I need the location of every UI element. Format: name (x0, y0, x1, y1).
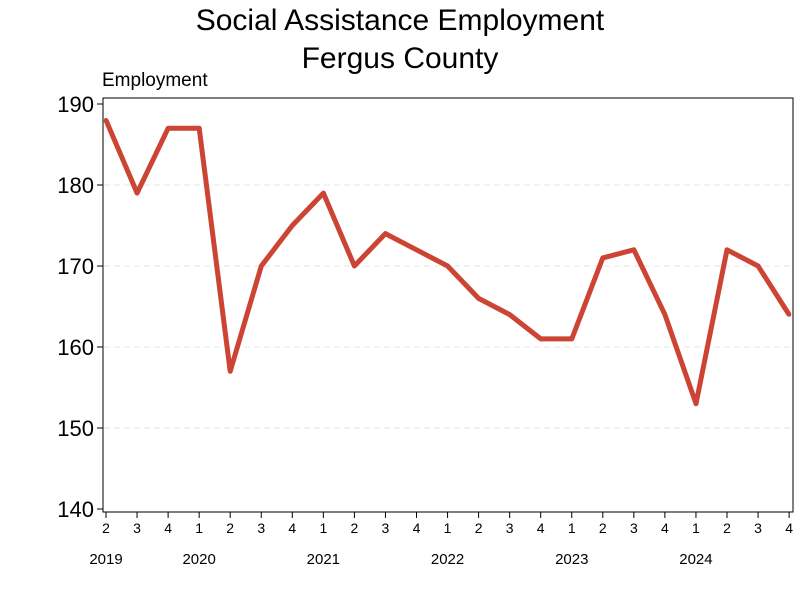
x-tick-label: 4 (164, 520, 172, 536)
x-tick-label: 3 (133, 520, 141, 536)
x-tick-label: 2 (599, 520, 607, 536)
chart-title: Social Assistance Employment (196, 4, 605, 37)
x-tick-label: 1 (692, 520, 700, 536)
data-point (196, 126, 202, 131)
data-point (724, 247, 730, 252)
x-tick-label: 4 (288, 520, 296, 536)
data-point (290, 223, 295, 228)
y-tick-label: 160 (57, 335, 94, 360)
data-point (631, 247, 637, 252)
x-tick-label: 3 (257, 520, 265, 536)
plot-frame (102, 97, 794, 513)
data-point (103, 118, 109, 123)
data-point (569, 336, 574, 342)
x-tick-label: 3 (630, 520, 638, 536)
data-point (383, 231, 388, 236)
data-point (693, 401, 699, 406)
x-tick-label: 4 (785, 520, 793, 536)
data-point (134, 190, 140, 196)
x-year-label: 2021 (307, 551, 340, 568)
y-tick-label: 140 (57, 497, 94, 522)
y-tick-label: 170 (57, 254, 94, 279)
x-tick-label: 4 (413, 520, 421, 536)
series (103, 118, 792, 407)
data-point (755, 263, 761, 269)
y-axis-label: Employment (102, 70, 208, 91)
data-point (600, 255, 605, 261)
data-point (786, 312, 792, 317)
x-year-label: 2024 (679, 551, 712, 568)
y-axis: 140 150 160 170 180 190 (57, 92, 103, 522)
series-line (103, 119, 792, 407)
chart-subtitle: Fergus County (302, 42, 499, 75)
x-year-label: 2022 (431, 551, 464, 568)
data-point (352, 263, 357, 269)
x-tick-label: 2 (351, 520, 359, 536)
data-point (662, 312, 668, 317)
x-tick-label: 1 (568, 520, 576, 536)
x-tick-label: 1 (195, 520, 203, 536)
x-tick-label: 1 (444, 520, 452, 536)
data-point (445, 263, 450, 269)
x-year-label: 2023 (555, 551, 588, 568)
data-point (538, 336, 543, 342)
x-tick-label: 3 (506, 520, 514, 536)
gridlines (104, 184, 792, 429)
data-point (228, 369, 233, 374)
x-tick-label: 1 (319, 520, 327, 536)
x-tick-label: 2 (723, 520, 731, 536)
data-point (165, 126, 171, 131)
x-tick-label: 3 (754, 520, 762, 536)
data-point (321, 190, 326, 196)
data-point (259, 263, 264, 269)
data-point (414, 247, 419, 252)
y-tick-label: 150 (57, 416, 94, 441)
x-year-label: 2019 (89, 551, 122, 568)
x-axis: 2 3 4 1 2 3 4 1 2 3 4 1 2 3 4 1 2 3 4 1 2 3 4 2019 2020 2021 2022 2… (89, 512, 793, 568)
y-tick-label: 190 (57, 92, 94, 117)
x-tick-label: 4 (537, 520, 545, 536)
x-tick-label: 2 (475, 520, 483, 536)
x-tick-label: 2 (226, 520, 234, 536)
y-tick-label: 180 (57, 173, 94, 198)
data-point (507, 312, 512, 317)
data-point (476, 296, 481, 301)
x-year-label: 2020 (182, 551, 215, 568)
x-tick-label: 3 (382, 520, 390, 536)
x-tick-label: 2 (102, 520, 110, 536)
x-tick-label: 4 (661, 520, 669, 536)
